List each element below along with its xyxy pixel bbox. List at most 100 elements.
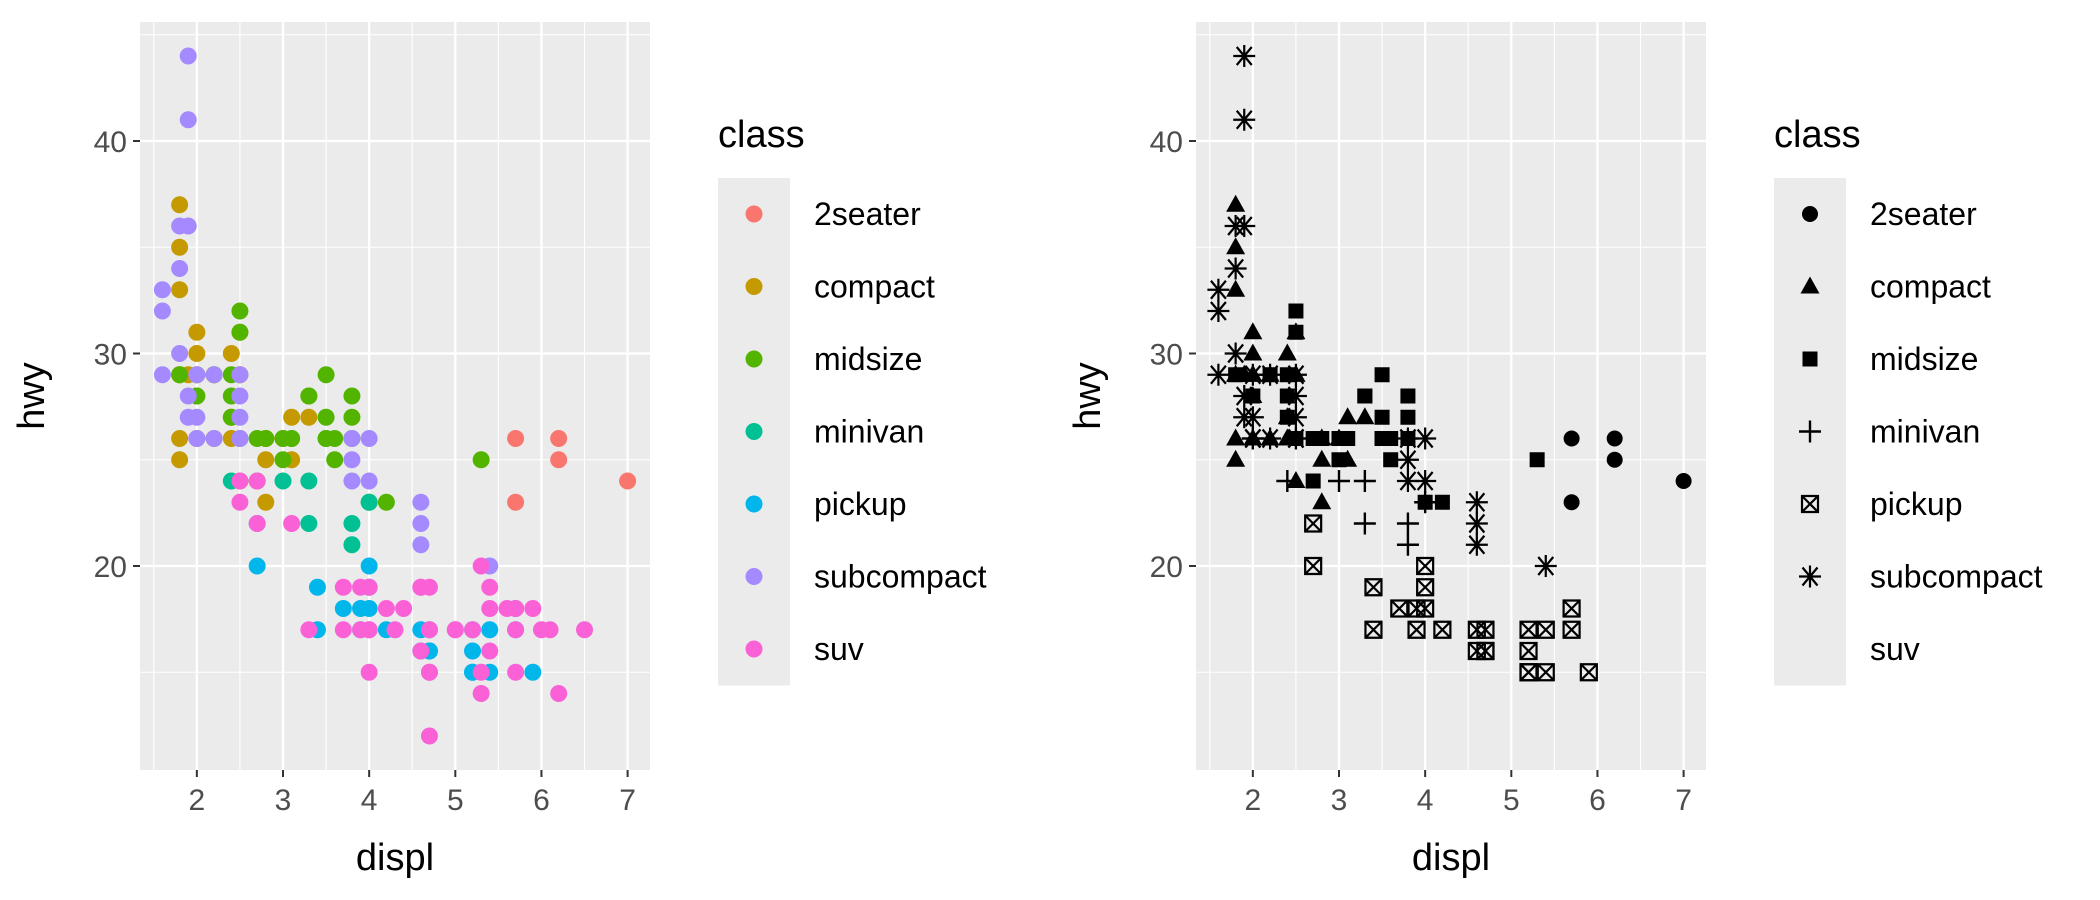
point-pickup	[481, 621, 499, 639]
point-pickup	[1562, 620, 1581, 639]
point-2seater	[1675, 473, 1692, 489]
point-compact	[1226, 279, 1246, 297]
point-subcompact	[343, 451, 361, 469]
point-suv	[550, 685, 568, 702]
legend-key-pickup	[1800, 494, 1820, 514]
point-subcompact	[205, 366, 223, 384]
point-compact	[1226, 449, 1246, 467]
point-suv	[524, 600, 542, 617]
point-subcompact	[1465, 533, 1488, 556]
point-minivan	[274, 472, 292, 490]
legend-label-pickup: pickup	[814, 486, 907, 522]
point-subcompact	[231, 408, 249, 426]
point-compact	[257, 493, 275, 511]
point-subcompact	[171, 345, 189, 362]
point-midsize	[283, 430, 301, 447]
legend: class 2seater compact midsize minivan pickup s…	[718, 114, 987, 686]
point-midsize	[1305, 431, 1321, 446]
point-compact	[1312, 449, 1332, 467]
point-minivan	[1353, 512, 1376, 535]
point-midsize	[1400, 388, 1416, 404]
point-suv	[446, 621, 464, 639]
point-subcompact	[1284, 385, 1307, 407]
legend-key-2seater	[1802, 206, 1818, 222]
point-minivan	[300, 472, 318, 490]
point-minivan	[1414, 491, 1437, 514]
point-midsize	[343, 408, 361, 426]
y-tick-label: 30	[1150, 339, 1183, 372]
x-tick-label: 7	[619, 784, 636, 817]
point-subcompact	[1207, 278, 1230, 301]
point-subcompact	[188, 366, 206, 384]
point-subcompact	[205, 430, 223, 447]
point-pickup	[1304, 514, 1323, 533]
legend-label-compact: compact	[1870, 269, 1991, 305]
point-subcompact	[171, 217, 189, 235]
point-pickup	[1579, 663, 1598, 682]
point-subcompact	[1207, 363, 1230, 386]
point-pickup	[1390, 599, 1409, 618]
point-subcompact	[1414, 470, 1437, 492]
point-suv	[420, 621, 438, 639]
x-tick-label: 6	[1589, 784, 1606, 817]
point-compact	[300, 408, 318, 426]
legend: class 2seater compact midsize minivan pickup s…	[1774, 114, 2043, 686]
point-suv	[507, 663, 525, 681]
y-tick-label: 40	[1150, 126, 1183, 159]
point-midsize	[472, 451, 490, 469]
point-suv	[377, 600, 395, 617]
legend-label-subcompact: subcompact	[814, 559, 987, 595]
point-2seater	[1606, 430, 1623, 447]
point-pickup	[1536, 663, 1555, 682]
legend-label-suv: suv	[814, 631, 864, 667]
point-compact	[1277, 343, 1297, 361]
point-suv	[283, 515, 301, 532]
point-minivan	[1396, 512, 1419, 535]
legend-label-2seater: 2seater	[1870, 196, 1977, 232]
point-compact	[222, 345, 240, 362]
point-suv	[334, 621, 352, 639]
point-2seater	[550, 451, 568, 469]
point-subcompact	[1233, 406, 1256, 429]
point-subcompact	[343, 430, 361, 447]
point-pickup	[1416, 578, 1435, 597]
scatter-panel-2: 2 3 4 5 6 7 20 30 40 displ hwy class 2seater compact m…	[1067, 22, 2043, 879]
point-pickup	[464, 642, 482, 660]
point-midsize	[1383, 452, 1399, 468]
data-points	[1207, 45, 1692, 682]
point-2seater	[507, 430, 525, 447]
point-pickup	[1467, 641, 1486, 661]
point-midsize	[274, 451, 292, 469]
data-points	[153, 47, 637, 745]
point-compact	[171, 238, 189, 256]
point-subcompact	[412, 515, 430, 532]
x-tick-label: 2	[189, 784, 206, 817]
point-suv	[464, 621, 482, 639]
point-subcompact	[153, 302, 171, 320]
point-suv	[472, 557, 490, 575]
point-subcompact	[231, 430, 249, 447]
point-pickup	[524, 663, 542, 681]
legend-label-midsize: midsize	[814, 341, 922, 377]
point-subcompact	[1233, 45, 1256, 67]
point-subcompact	[1259, 427, 1282, 450]
point-midsize	[231, 302, 249, 320]
point-subcompact	[1224, 215, 1247, 237]
point-2seater	[507, 493, 525, 511]
point-subcompact	[1241, 427, 1264, 450]
point-compact	[1338, 407, 1358, 425]
point-subcompact	[1284, 427, 1307, 450]
panel-background	[140, 22, 650, 770]
panel-background	[1196, 22, 1706, 770]
point-compact	[283, 408, 301, 426]
point-subcompact	[188, 430, 206, 447]
legend-key-midsize	[1802, 351, 1818, 367]
point-subcompact	[1414, 427, 1437, 450]
x-tick-label: 3	[275, 784, 292, 817]
point-minivan	[300, 515, 318, 532]
x-tick-label: 6	[533, 784, 550, 817]
point-compact	[1226, 194, 1246, 212]
point-subcompact	[1465, 491, 1488, 514]
y-axis-title: hwy	[1067, 362, 1109, 430]
